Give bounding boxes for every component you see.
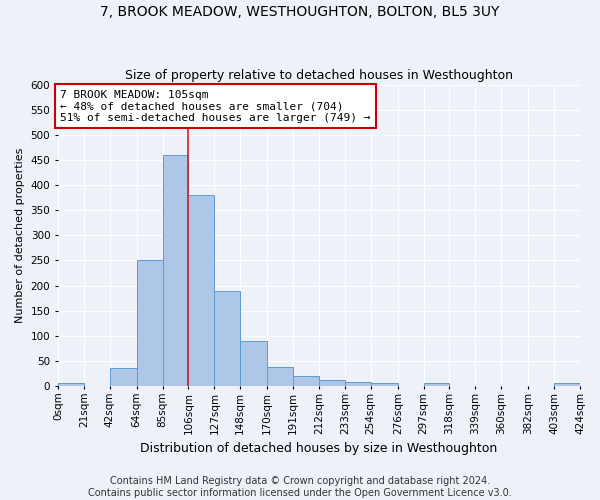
Text: 7, BROOK MEADOW, WESTHOUGHTON, BOLTON, BL5 3UY: 7, BROOK MEADOW, WESTHOUGHTON, BOLTON, B… <box>100 5 500 19</box>
Title: Size of property relative to detached houses in Westhoughton: Size of property relative to detached ho… <box>125 69 513 82</box>
Bar <box>214 290 240 386</box>
Bar <box>293 376 319 386</box>
Bar <box>371 384 398 386</box>
Bar <box>424 384 449 386</box>
Bar <box>137 260 163 386</box>
Y-axis label: Number of detached properties: Number of detached properties <box>15 148 25 323</box>
Bar <box>345 382 371 386</box>
X-axis label: Distribution of detached houses by size in Westhoughton: Distribution of detached houses by size … <box>140 442 497 455</box>
Bar <box>554 384 580 386</box>
Bar <box>188 195 214 386</box>
Bar <box>58 384 84 386</box>
Bar <box>319 380 345 386</box>
Text: 7 BROOK MEADOW: 105sqm
← 48% of detached houses are smaller (704)
51% of semi-de: 7 BROOK MEADOW: 105sqm ← 48% of detached… <box>61 90 371 123</box>
Bar <box>267 367 293 386</box>
Bar <box>163 155 188 386</box>
Bar <box>110 368 137 386</box>
Bar <box>240 341 267 386</box>
Text: Contains HM Land Registry data © Crown copyright and database right 2024.
Contai: Contains HM Land Registry data © Crown c… <box>88 476 512 498</box>
